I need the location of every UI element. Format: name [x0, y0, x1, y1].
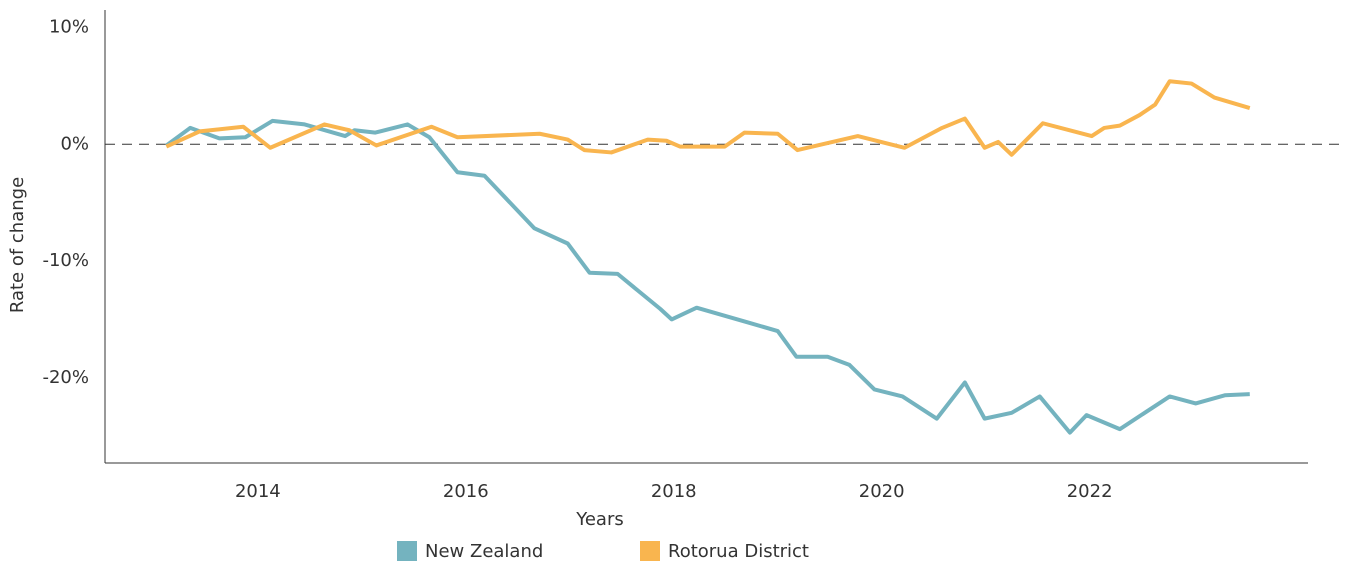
y-axis-label: Rate of change — [7, 177, 28, 313]
y-tick-label: -20% — [42, 367, 89, 388]
y-tick-label: 0% — [60, 133, 89, 154]
x-axis-label: Years — [575, 509, 624, 530]
x-tick-label: 2022 — [1067, 481, 1113, 502]
line — [165, 79, 1251, 157]
legend-label: New Zealand — [425, 541, 543, 562]
line — [165, 118, 1250, 435]
x-tick-label: 2018 — [651, 481, 697, 502]
legend-swatch — [397, 541, 417, 561]
legend-swatch — [640, 541, 660, 561]
y-tick-label: -10% — [42, 250, 89, 271]
x-tick-label: 2016 — [443, 481, 489, 502]
y-tick-label: 10% — [49, 17, 89, 38]
legend-label: Rotorua District — [668, 541, 809, 562]
x-tick-label: 2014 — [235, 481, 281, 502]
x-tick-label: 2020 — [859, 481, 905, 502]
